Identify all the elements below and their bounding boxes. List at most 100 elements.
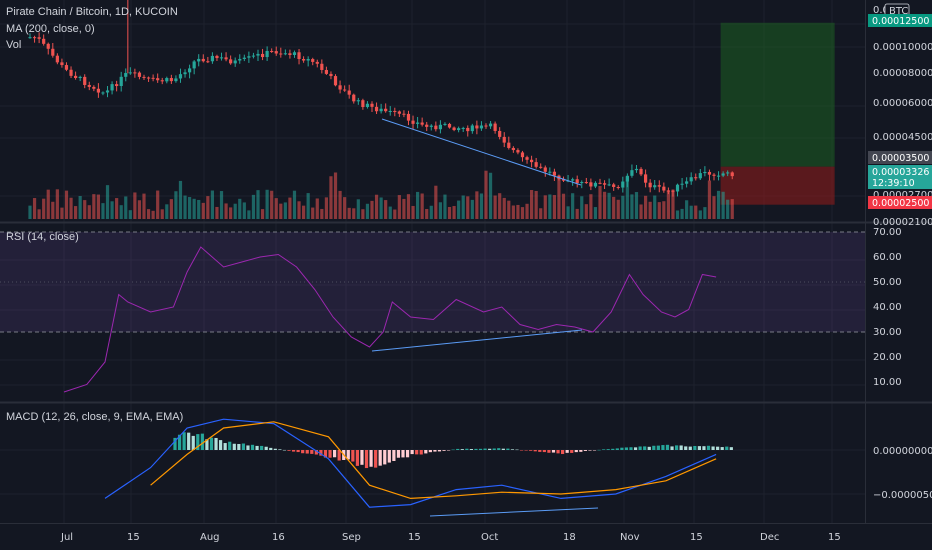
candle-body [151,77,155,79]
candle-body [28,37,32,39]
volume-bar [320,208,324,219]
macd-hist-bar [529,450,533,451]
candle-body [379,108,383,112]
macd-hist-bar [405,450,410,458]
candle-body [169,78,173,82]
candle-body [283,53,287,55]
volume-legend[interactable]: Vol [6,39,21,51]
rsi-tick-70: 70.00 [873,227,902,238]
volume-bar [561,193,566,219]
macd-hist-bar [611,448,615,450]
volume-bar [274,198,278,219]
macd-hist-bar [410,450,414,455]
entry-price-tag: 0.00003500 [868,151,932,164]
time-axis[interactable]: Jul 15 Aug 16 Sep 15 Oct 18 Nov 15 Dec 1… [60,532,841,543]
volume-bar [438,202,442,219]
macd-hist-bar [219,440,223,450]
volume-bar [206,196,210,219]
macd-hist-bar [665,444,670,450]
macd-legend[interactable]: MACD (12, 26, close, 9, EMA, EMA) [6,411,183,423]
entry-tag-bg [868,151,932,164]
candle-body [625,175,629,182]
volume-bar [484,170,488,219]
chart-title[interactable]: Pirate Chain / Bitcoin, 1D, KUCOIN [6,6,178,18]
volume-bar [634,192,639,219]
candle-body [488,123,493,127]
volume-bar [616,199,620,219]
macd-hist-bar [182,432,186,450]
candle-body [716,175,721,177]
volume-bar [101,203,105,219]
macd-hist-bar [237,443,241,450]
volume-bar [178,180,183,219]
price-candles[interactable] [28,0,734,197]
candle-body [648,182,652,188]
candle-body [466,127,470,132]
volume-bar [397,195,401,219]
volume-bar [183,195,187,219]
candle-body [689,177,693,182]
position-zones[interactable] [720,22,835,205]
macd-hist-bar [647,446,651,450]
candle-body [69,69,73,76]
macd-hist-bar [196,434,200,450]
volume-bar [96,194,100,219]
candle-body [370,103,374,107]
volume-bar [37,209,41,219]
rsi-tick-40: 40.00 [873,302,902,313]
candle-body [128,72,132,74]
volume-bar [288,197,292,219]
candle-body [320,63,324,70]
volume-bar [324,197,328,219]
ma-legend[interactable]: MA (200, close, 0) [6,23,95,35]
macd-hist-bar [583,450,587,451]
macd-hist-bar [483,448,487,450]
macd-hist-bar [460,449,464,450]
volume-bar [530,190,534,219]
candle-body [329,73,333,77]
candle-body [78,76,82,78]
candle-body [279,53,283,55]
macd-hist-bar [711,446,715,450]
volume-bar [680,208,684,219]
stop-zone [720,166,835,205]
candle-body [662,186,666,191]
macd-hist-bar [606,449,610,450]
stop-price-tag: 0.00002500 [868,196,932,209]
candle-body [110,84,114,91]
target-price-tag: 0.00012500 [868,14,932,27]
price-tick-top: 0.0 [873,5,889,16]
candle-body [206,61,210,63]
macd-hist-bar [716,446,720,450]
currency-badge[interactable]: BTC [884,3,910,18]
candle-body [530,159,534,163]
candle-body [675,184,680,192]
macd-hist-bar [515,449,519,451]
volume-bar [115,198,119,219]
macd-hist-bar [675,445,679,450]
macd-hist-bar [187,432,191,450]
candle-body [698,173,702,179]
macd-hist-bar [497,448,501,450]
volume-bar [461,195,465,219]
candle-body [630,170,634,176]
volume-bar [685,200,689,219]
macd-hist-bar [652,445,656,450]
volume-bar [589,194,593,219]
volume-bar [210,190,214,219]
volume-bar [520,207,525,219]
rsi-tick-50: 50.00 [873,277,902,288]
macd-hist-bar [351,450,355,462]
candle-body [525,157,529,160]
volume-bar [188,197,192,219]
macd-hist-bar [278,449,282,450]
volume-bar [502,197,506,219]
volume-bar [393,209,397,219]
candle-body [288,53,292,55]
volume-bar [229,207,233,219]
rsi-legend[interactable]: RSI (14, close) [6,231,79,243]
volume-bar [612,196,616,219]
macd-hist-bar [561,450,565,455]
time-label-aug: Aug [200,532,220,543]
